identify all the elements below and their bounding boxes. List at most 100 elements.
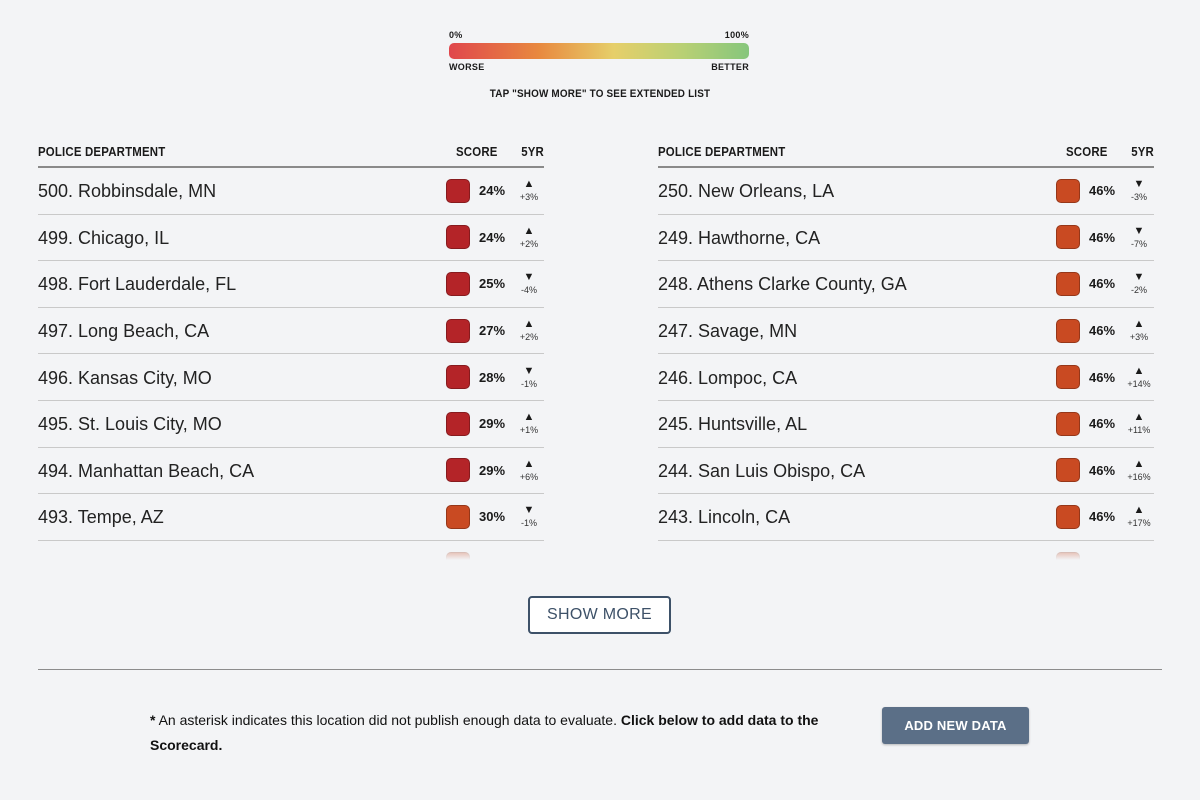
five-year-trend: ▼ -2% bbox=[1124, 272, 1154, 295]
score-value: 46% bbox=[1089, 229, 1116, 245]
table-row[interactable]: 494. Manhattan Beach, CA 29% ▲ +6% bbox=[38, 448, 544, 495]
score-color-swatch bbox=[1056, 225, 1080, 250]
table-row[interactable]: 493. Tempe, AZ 30% ▼ -1% bbox=[38, 494, 544, 541]
five-year-change: -1% bbox=[520, 518, 537, 529]
five-year-trend: ▲ +16% bbox=[1124, 457, 1154, 482]
header-score: SCORE bbox=[456, 144, 498, 159]
score-color-swatch bbox=[446, 225, 470, 250]
score-color-swatch bbox=[1056, 411, 1080, 436]
header-five-year: 5YR bbox=[521, 144, 544, 159]
score-color-swatch bbox=[1056, 365, 1080, 390]
score-cell: 46% bbox=[1056, 458, 1124, 483]
triangle-up-icon: ▲ bbox=[523, 318, 535, 331]
score-cell: 46% bbox=[1056, 411, 1124, 436]
triangle-up-icon: ▲ bbox=[1133, 318, 1145, 331]
five-year-change: +14% bbox=[1127, 378, 1151, 389]
score-color-swatch bbox=[446, 504, 470, 529]
score-value: 29% bbox=[479, 462, 506, 478]
score-cell: 46% bbox=[1056, 178, 1124, 203]
table-row[interactable]: 246. Lompoc, CA 46% ▲ +14% bbox=[658, 354, 1154, 401]
legend-worse-label: WORSE bbox=[449, 62, 485, 72]
table-row[interactable]: 247. Savage, MN 46% ▲ +3% bbox=[658, 308, 1154, 355]
score-value: 46% bbox=[1089, 462, 1116, 478]
five-year-change: -3% bbox=[1130, 192, 1147, 203]
department-name: 246. Lompoc, CA bbox=[658, 367, 798, 388]
five-year-trend: ▲ +2% bbox=[514, 224, 544, 249]
five-year-change: -4% bbox=[520, 285, 537, 296]
five-year-change: +3% bbox=[519, 192, 539, 203]
score-cell: 24% bbox=[446, 225, 514, 250]
score-cell: 25% bbox=[446, 271, 514, 296]
triangle-up-icon: ▲ bbox=[1133, 411, 1145, 424]
score-cell: 46% bbox=[1056, 504, 1124, 529]
department-name: 499. Chicago, IL bbox=[38, 227, 170, 248]
triangle-up-icon: ▲ bbox=[523, 178, 535, 191]
table-row[interactable]: 248. Athens Clarke County, GA 46% ▼ -2% bbox=[658, 261, 1154, 308]
header-police-department: POLICE DEPARTMENT bbox=[38, 144, 166, 159]
legend-note: TAP "SHOW MORE" TO SEE EXTENDED LIST bbox=[489, 88, 711, 100]
five-year-change: +2% bbox=[519, 238, 539, 249]
department-name: 244. San Luis Obispo, CA bbox=[658, 460, 866, 481]
score-value: 46% bbox=[1089, 509, 1116, 525]
five-year-change: +6% bbox=[519, 471, 539, 482]
table-row[interactable]: 497. Long Beach, CA 27% ▲ +2% bbox=[38, 308, 544, 355]
left-ranking-table: POLICE DEPARTMENT SCORE 5YR 500. Robbins… bbox=[38, 137, 544, 560]
score-cell: 46% bbox=[1056, 225, 1124, 250]
five-year-change: +3% bbox=[1129, 332, 1149, 343]
triangle-up-icon: ▲ bbox=[523, 411, 535, 424]
legend-better-label: BETTER bbox=[711, 62, 749, 72]
table-row[interactable]: 499. Chicago, IL 24% ▲ +2% bbox=[38, 215, 544, 262]
table-row[interactable]: 495. St. Louis City, MO 29% ▲ +1% bbox=[38, 401, 544, 448]
triangle-down-icon: ▼ bbox=[523, 364, 535, 377]
triangle-up-icon: ▲ bbox=[523, 457, 535, 470]
score-cell: 30% bbox=[446, 504, 514, 529]
score-value: 46% bbox=[1089, 323, 1116, 339]
score-color-swatch bbox=[1056, 178, 1080, 203]
table-rows: 500. Robbinsdale, MN 24% ▲ +3% 499. Chicago,… bbox=[38, 168, 544, 560]
score-color-swatch bbox=[1056, 504, 1080, 529]
five-year-trend: ▼ -3% bbox=[1124, 179, 1154, 202]
score-legend: 0% 100% WORSE BETTER bbox=[449, 30, 749, 72]
triangle-up-icon: ▲ bbox=[1133, 457, 1145, 470]
five-year-trend: ▲ +3% bbox=[514, 179, 544, 202]
table-row[interactable]: 498. Fort Lauderdale, FL 25% ▼ -4% bbox=[38, 261, 544, 308]
department-name: 245. Huntsville, AL bbox=[658, 414, 808, 435]
triangle-up-icon: ▲ bbox=[523, 224, 535, 237]
department-name: 248. Athens Clarke County, GA bbox=[658, 274, 907, 295]
table-row[interactable]: 244. San Luis Obispo, CA 46% ▲ +16% bbox=[658, 448, 1154, 495]
table-row[interactable]: 496. Kansas City, MO 28% ▼ -1% bbox=[38, 354, 544, 401]
table-row[interactable]: 500. Robbinsdale, MN 24% ▲ +3% bbox=[38, 168, 544, 215]
score-value: 29% bbox=[479, 416, 506, 432]
department-name: 249. Hawthorne, CA bbox=[658, 227, 821, 248]
footnote-call-to-action: Click below to add data to the Scorecard… bbox=[150, 712, 819, 753]
legend-max-label: 100% bbox=[724, 30, 749, 40]
table-row[interactable]: 250. New Orleans, LA 46% ▼ -3% bbox=[658, 168, 1154, 215]
score-cell: 46% bbox=[1056, 365, 1124, 390]
department-name: 243. Lincoln, CA bbox=[658, 507, 791, 528]
score-value: 46% bbox=[1089, 369, 1116, 385]
score-color-swatch bbox=[446, 365, 470, 390]
table-row[interactable]: 243. Lincoln, CA 46% ▲ +17% bbox=[658, 494, 1154, 541]
score-color-swatch bbox=[446, 271, 470, 296]
asterisk-symbol: * bbox=[150, 712, 156, 728]
legend-gradient-bar bbox=[449, 43, 749, 59]
add-new-data-button[interactable]: ADD NEW DATA bbox=[882, 707, 1029, 744]
five-year-trend: ▲ +11% bbox=[1124, 412, 1154, 435]
header-five-year: 5YR bbox=[1131, 144, 1154, 159]
five-year-trend: ▲ +2% bbox=[514, 319, 544, 342]
five-year-change: +2% bbox=[519, 332, 539, 343]
department-name: 495. St. Louis City, MO bbox=[38, 414, 222, 435]
five-year-trend: ▲ +14% bbox=[1124, 365, 1154, 389]
header-score: SCORE bbox=[1066, 144, 1108, 159]
table-row[interactable]: 249. Hawthorne, CA 46% ▼ -7% bbox=[658, 215, 1154, 262]
score-color-swatch bbox=[446, 411, 470, 436]
five-year-trend: ▼ -1% bbox=[514, 364, 544, 389]
show-more-button[interactable]: SHOW MORE bbox=[528, 596, 671, 634]
score-color-swatch bbox=[446, 178, 470, 203]
table-row[interactable]: 245. Huntsville, AL 46% ▲ +11% bbox=[658, 401, 1154, 448]
section-divider bbox=[38, 669, 1162, 670]
score-color-swatch bbox=[446, 458, 470, 483]
five-year-change: -7% bbox=[1130, 238, 1147, 249]
score-cell: 29% bbox=[446, 458, 514, 483]
table-header: POLICE DEPARTMENT SCORE 5YR bbox=[658, 137, 1154, 168]
